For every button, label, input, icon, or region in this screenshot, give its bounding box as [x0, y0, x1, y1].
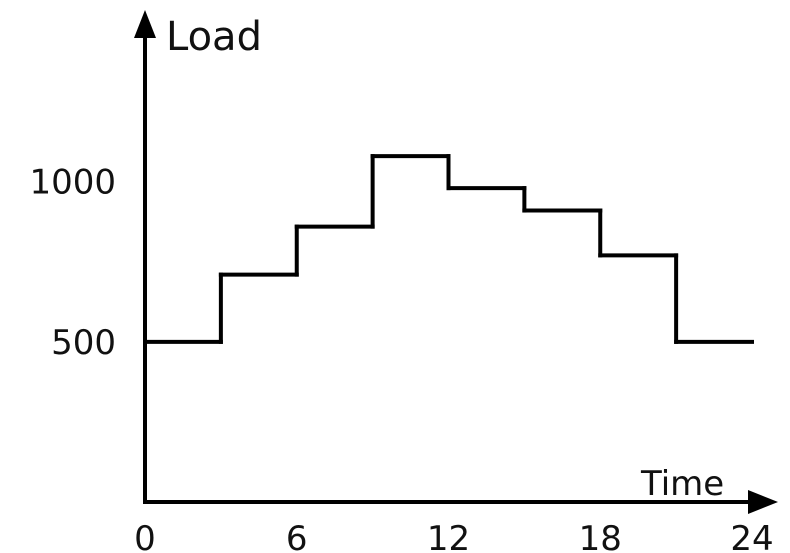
x-tick-labels: 0 6 12 18 24 [134, 519, 773, 553]
x-tick-label: 24 [730, 519, 773, 553]
y-tick-label: 500 [51, 323, 116, 363]
y-tick-labels: 500 1000 [29, 163, 116, 363]
x-tick-label: 6 [286, 519, 308, 553]
y-axis-arrowhead [134, 10, 156, 38]
y-axis-title: Load [166, 14, 262, 60]
x-tick-label: 0 [134, 519, 156, 553]
x-tick-label: 18 [579, 519, 622, 553]
x-axis-title: Time [640, 464, 724, 504]
series-layer [143, 154, 754, 344]
x-tick-label: 12 [427, 519, 470, 553]
x-axis-arrowhead [748, 490, 778, 514]
y-tick-label: 1000 [29, 163, 116, 203]
